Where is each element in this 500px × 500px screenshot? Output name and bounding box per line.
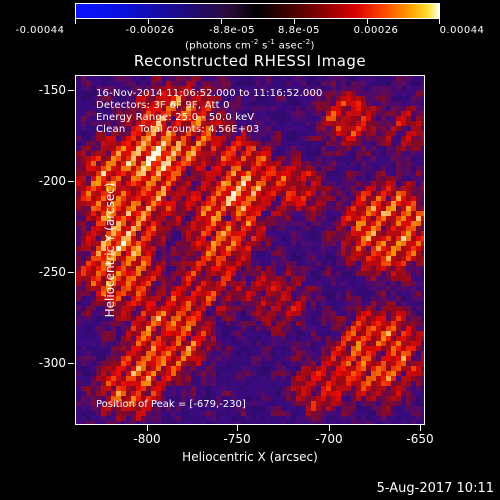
y-tick-label: -250 xyxy=(38,265,66,279)
colorbar-tick xyxy=(148,19,149,24)
x-tick xyxy=(147,425,148,431)
y-axis-label: Heliocentric Y (arcsec) xyxy=(103,182,117,318)
x-axis-label: Heliocentric X (arcsec) xyxy=(182,450,318,464)
y-tick xyxy=(68,90,74,91)
colorbar-tick-label: 0.00026 xyxy=(353,25,399,36)
colorbar-tick-label: -0.00026 xyxy=(125,25,175,36)
peak-position-text: Position of Peak = [-679,-230] xyxy=(96,399,246,410)
colorbar-tick-label: 8.8e-05 xyxy=(278,25,320,36)
energy-range-text: Energy Range: 25.0 - 50.0 keV xyxy=(96,112,255,123)
colorbar-tick-label: 0.00044 xyxy=(439,25,485,36)
colorbar-tick xyxy=(367,19,368,24)
y-tick xyxy=(68,181,74,182)
date-stamp: 5-Aug-2017 10:11 xyxy=(376,481,494,496)
x-tick xyxy=(237,425,238,431)
x-tick-label: -650 xyxy=(406,432,434,446)
x-tick xyxy=(420,425,421,431)
colorbar-tick-label: -8.8e-05 xyxy=(209,25,255,36)
rhessi-heatmap xyxy=(76,76,424,424)
x-tick-label: -800 xyxy=(133,432,161,446)
x-tick-label: -700 xyxy=(315,432,343,446)
y-tick-label: -200 xyxy=(38,174,66,188)
image-title: Reconstructed RHESSI Image xyxy=(133,52,367,70)
y-tick xyxy=(68,272,74,273)
y-tick xyxy=(68,363,74,364)
colorbar-tick xyxy=(75,19,76,24)
colorbar-tick xyxy=(294,19,295,24)
colorbar-tick-label: -0.00044 xyxy=(15,25,65,36)
x-tick-label: -750 xyxy=(223,432,251,446)
colorbar-tick xyxy=(221,19,222,24)
y-tick-label: -150 xyxy=(38,83,66,97)
time-range-text: 16-Nov-2014 11:06:52.000 to 11:16:52.000 xyxy=(96,88,323,99)
rhessi-image-plot: 16-Nov-2014 11:06:52.000 to 11:16:52.000… xyxy=(75,75,425,425)
colorbar-tick xyxy=(439,19,440,24)
colorbar xyxy=(75,3,440,19)
x-tick xyxy=(329,425,330,431)
clean-counts-text: Clean Total counts: 4.56E+03 xyxy=(96,124,260,135)
colorbar-units: (photons cm-2 s-1 asec-2) xyxy=(185,38,315,52)
y-tick-label: -300 xyxy=(38,356,66,370)
detectors-text: Detectors: 3F 6F 9F, Att 0 xyxy=(96,100,230,111)
